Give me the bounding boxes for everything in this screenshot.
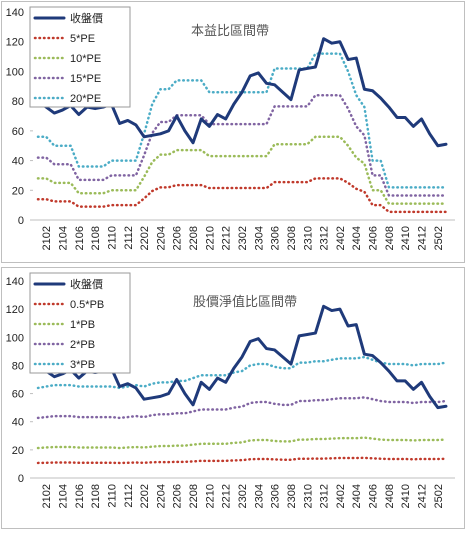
x-tick-label: 2206 [172, 484, 184, 508]
x-tick-label: 2306 [270, 226, 282, 250]
x-tick-label: 2108 [90, 484, 102, 508]
x-tick-label: 2412 [417, 226, 429, 250]
x-tick-label: 2212 [221, 484, 233, 508]
x-tick-label: 2212 [221, 226, 233, 250]
y-tick-label: 20 [12, 445, 24, 457]
x-tick-label: 2402 [335, 484, 347, 508]
x-tick-label: 2112 [123, 484, 135, 508]
x-tick-label: 2404 [351, 226, 363, 250]
series-line [36, 456, 448, 465]
y-tick-label: 120 [6, 37, 24, 49]
x-tick-label: 2208 [188, 484, 200, 508]
legend-box [29, 272, 131, 374]
x-tick-label: 2310 [302, 484, 314, 508]
y-tick-label: 20 [12, 185, 24, 197]
x-tick-label: 2108 [90, 226, 102, 250]
x-tick-label: 2204 [155, 226, 167, 250]
legend-label: 收盤價 [70, 11, 103, 25]
x-tick-label: 2106 [74, 226, 86, 250]
y-tick-label: 120 [6, 304, 24, 316]
x-tick-label: 2408 [384, 484, 396, 508]
x-tick-label: 2312 [319, 484, 331, 508]
legend-label: 3*PB [70, 359, 95, 371]
x-tick-label: 2306 [270, 484, 282, 508]
x-tick-label: 2304 [253, 484, 265, 508]
y-tick-label: 80 [12, 360, 24, 372]
series-line [36, 355, 448, 390]
x-tick-label: 2412 [417, 484, 429, 508]
x-tick-label: 2204 [155, 484, 167, 508]
legend-label: 10*PE [70, 53, 101, 65]
x-tick-label: 2408 [384, 226, 396, 250]
x-tick-label: 2202 [139, 226, 151, 250]
x-tick-label: 2308 [286, 484, 298, 508]
legend-label: 1*PB [70, 319, 95, 331]
x-tick-label: 2406 [368, 226, 380, 250]
x-tick-label: 2110 [106, 226, 118, 250]
y-tick-label: 140 [6, 276, 24, 288]
y-tick-label: 100 [6, 66, 24, 78]
y-tick-label: 60 [12, 389, 24, 401]
x-tick-label: 2210 [204, 484, 216, 508]
legend-label: 0.5*PB [70, 299, 104, 311]
legend-label: 15*PE [70, 73, 101, 85]
x-tick-label: 2502 [433, 226, 445, 250]
x-tick-label: 2104 [57, 484, 69, 508]
x-tick-label: 2102 [41, 484, 53, 508]
x-tick-label: 2410 [400, 226, 412, 250]
x-tick-label: 2202 [139, 484, 151, 508]
y-tick-label: 100 [6, 332, 24, 344]
x-tick-label: 2208 [188, 226, 200, 250]
x-tick-label: 2310 [302, 226, 314, 250]
x-tick-label: 2302 [237, 226, 249, 250]
x-tick-label: 2210 [204, 226, 216, 250]
x-tick-label: 2206 [172, 226, 184, 250]
y-tick-label: 0 [18, 215, 24, 227]
y-tick-label: 40 [12, 417, 24, 429]
chart-title: 本益比區間帶 [191, 23, 269, 38]
y-tick-label: 40 [12, 156, 24, 168]
x-tick-label: 2302 [237, 484, 249, 508]
x-tick-label: 2110 [106, 484, 118, 508]
y-tick-label: 140 [6, 7, 24, 19]
x-tick-label: 2104 [57, 226, 69, 250]
series-line [36, 93, 448, 197]
x-tick-label: 2402 [335, 226, 347, 250]
x-tick-label: 2312 [319, 226, 331, 250]
x-tick-label: 2308 [286, 226, 298, 250]
y-tick-label: 60 [12, 126, 24, 138]
legend-label: 5*PE [70, 33, 95, 45]
x-tick-label: 2112 [123, 226, 135, 250]
x-tick-label: 2502 [433, 484, 445, 508]
x-tick-label: 2410 [400, 484, 412, 508]
series-line [36, 436, 448, 450]
x-tick-label: 2106 [74, 484, 86, 508]
legend-box [29, 6, 131, 108]
series-line [36, 52, 448, 189]
y-tick-label: 80 [12, 96, 24, 108]
series-line [36, 135, 448, 205]
series-line [36, 396, 448, 420]
legend-label: 收盤價 [70, 277, 103, 291]
legend-label: 20*PE [70, 93, 101, 105]
legend-label: 2*PB [70, 339, 95, 351]
series-line [36, 177, 448, 214]
x-tick-label: 2406 [368, 484, 380, 508]
x-tick-label: 2304 [253, 226, 265, 250]
x-tick-label: 2102 [41, 226, 53, 250]
x-tick-label: 2404 [351, 484, 363, 508]
chart-title: 股價淨值比區間帶 [193, 294, 297, 309]
y-tick-label: 0 [18, 473, 24, 485]
